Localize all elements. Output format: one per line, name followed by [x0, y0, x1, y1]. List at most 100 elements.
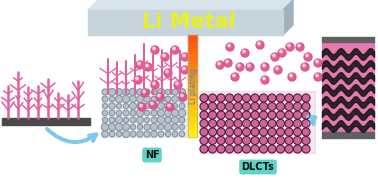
Circle shape — [164, 102, 172, 110]
Circle shape — [293, 94, 302, 102]
Bar — [187, 70, 197, 73]
Circle shape — [151, 102, 153, 105]
Bar — [2, 118, 90, 125]
Bar — [187, 68, 197, 71]
Circle shape — [200, 137, 208, 144]
Circle shape — [153, 47, 155, 50]
Circle shape — [268, 102, 276, 110]
Circle shape — [276, 137, 285, 144]
Circle shape — [246, 63, 254, 71]
Circle shape — [136, 110, 144, 117]
Circle shape — [276, 120, 285, 127]
Circle shape — [243, 137, 251, 144]
Bar — [187, 119, 197, 122]
Circle shape — [171, 109, 179, 117]
Circle shape — [200, 128, 208, 136]
Circle shape — [149, 101, 157, 109]
Bar — [187, 126, 197, 129]
Text: Li Metal: Li Metal — [142, 11, 235, 31]
Circle shape — [226, 60, 228, 63]
Circle shape — [236, 63, 244, 71]
Circle shape — [316, 74, 318, 77]
Circle shape — [276, 111, 285, 119]
Bar — [187, 129, 197, 132]
Bar — [187, 45, 197, 48]
Circle shape — [276, 145, 285, 153]
Circle shape — [166, 103, 174, 111]
Circle shape — [164, 123, 172, 131]
Bar — [322, 132, 374, 138]
Circle shape — [181, 66, 189, 74]
Circle shape — [209, 94, 217, 102]
Circle shape — [276, 102, 285, 110]
Circle shape — [152, 89, 156, 95]
Circle shape — [260, 128, 268, 136]
Bar — [187, 42, 197, 45]
Circle shape — [109, 117, 115, 123]
Circle shape — [290, 74, 292, 77]
Circle shape — [248, 64, 250, 67]
Circle shape — [260, 111, 268, 119]
Circle shape — [234, 111, 242, 119]
Circle shape — [251, 137, 259, 144]
Circle shape — [209, 102, 217, 110]
Bar — [187, 106, 197, 109]
Circle shape — [138, 103, 146, 111]
Circle shape — [251, 102, 259, 110]
Circle shape — [226, 111, 234, 119]
Circle shape — [273, 54, 275, 57]
Circle shape — [109, 110, 115, 116]
Circle shape — [268, 120, 276, 127]
Bar — [187, 103, 197, 106]
Circle shape — [116, 131, 122, 137]
Circle shape — [130, 117, 136, 123]
Circle shape — [143, 90, 145, 93]
Circle shape — [115, 95, 122, 102]
Circle shape — [234, 137, 242, 144]
Circle shape — [217, 137, 225, 144]
Circle shape — [179, 131, 185, 137]
Circle shape — [314, 59, 322, 67]
Circle shape — [158, 94, 160, 97]
Circle shape — [156, 93, 164, 101]
Circle shape — [130, 110, 136, 116]
Circle shape — [172, 89, 178, 95]
Circle shape — [288, 44, 290, 47]
Bar — [187, 85, 197, 89]
Circle shape — [226, 137, 234, 144]
Circle shape — [218, 62, 220, 65]
Bar — [187, 96, 197, 99]
Circle shape — [144, 117, 150, 122]
Circle shape — [157, 116, 165, 124]
Circle shape — [243, 145, 251, 153]
Circle shape — [102, 117, 108, 123]
Circle shape — [302, 137, 310, 144]
Bar — [187, 114, 197, 117]
Circle shape — [173, 47, 175, 50]
Circle shape — [109, 96, 115, 102]
Circle shape — [302, 111, 310, 119]
Circle shape — [316, 60, 318, 63]
Circle shape — [226, 120, 234, 127]
Circle shape — [200, 94, 208, 102]
Circle shape — [280, 50, 282, 53]
Circle shape — [109, 131, 115, 137]
Circle shape — [268, 145, 276, 153]
Circle shape — [183, 54, 185, 57]
Circle shape — [138, 62, 140, 65]
Bar — [187, 40, 197, 43]
Circle shape — [293, 102, 302, 110]
Circle shape — [303, 64, 305, 67]
Circle shape — [144, 103, 150, 109]
Circle shape — [179, 93, 187, 101]
Circle shape — [172, 96, 178, 102]
Circle shape — [158, 124, 164, 130]
Circle shape — [130, 125, 136, 130]
Circle shape — [130, 96, 136, 102]
Circle shape — [288, 73, 296, 81]
Circle shape — [217, 120, 225, 127]
Circle shape — [200, 145, 208, 153]
Circle shape — [158, 88, 164, 95]
Circle shape — [179, 117, 185, 123]
Circle shape — [115, 123, 123, 131]
